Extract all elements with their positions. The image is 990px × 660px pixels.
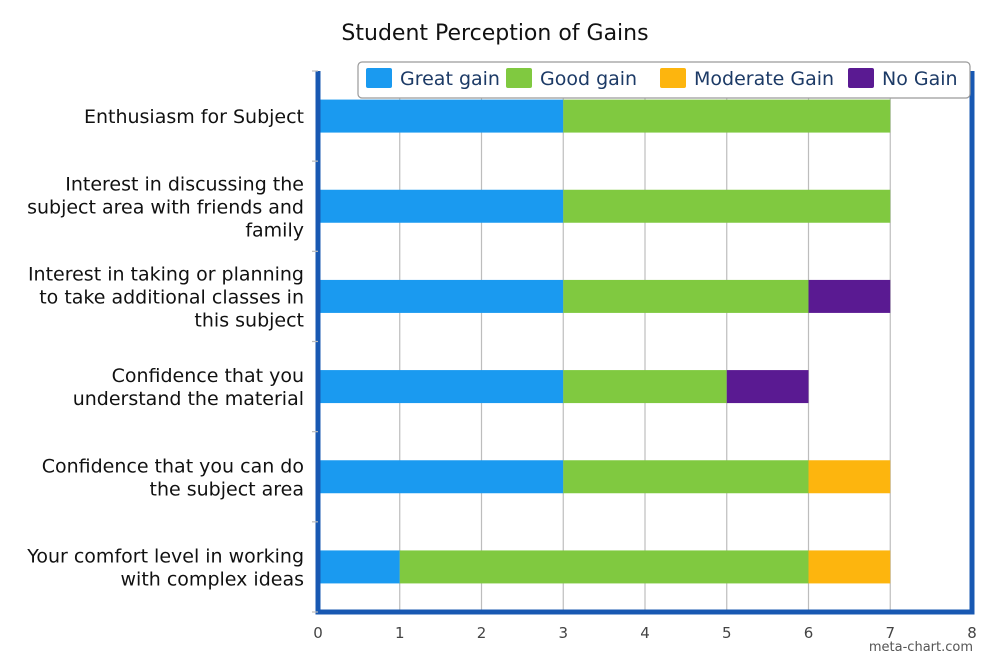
x-tick-label: 4 — [640, 624, 650, 642]
bar-good-gain — [563, 189, 891, 223]
category-label-line: Interest in taking or planning — [28, 263, 304, 285]
category-label-line: Your comfort level in working — [26, 545, 304, 567]
category-label-line: Confidence that you can do — [42, 455, 304, 477]
legend-label: Good gain — [540, 68, 637, 90]
x-tick-label: 6 — [804, 624, 814, 642]
bar-great-gain — [318, 279, 564, 313]
bar-moderate-gain — [808, 460, 891, 494]
category-label: Your comfort level in working with comple… — [26, 545, 304, 590]
category-label-line: with complex ideas — [121, 568, 304, 590]
category-label: Enthusiasm for Subject — [84, 106, 304, 128]
bar-no-gain — [726, 370, 809, 404]
bar-great-gain — [318, 189, 564, 223]
x-tick-label: 5 — [722, 624, 732, 642]
category-labels: Enthusiasm for Subject Interest in discus… — [26, 106, 304, 590]
bar-no-gain — [808, 279, 891, 313]
x-tick-label: 7 — [885, 624, 895, 642]
watermark: meta-chart.com — [869, 640, 973, 655]
bars — [318, 99, 891, 584]
x-tick-label: 0 — [313, 624, 323, 642]
legend-label: No Gain — [882, 68, 958, 90]
category-label-line: subject area with friends and — [27, 196, 304, 218]
legend-label: Moderate Gain — [694, 68, 834, 90]
bar-great-gain — [318, 550, 400, 584]
bar-good-gain — [563, 279, 809, 313]
x-axis-ticks: 0 1 2 3 4 5 6 7 8 — [313, 624, 977, 642]
bar-great-gain — [318, 460, 564, 494]
bar-great-gain — [318, 370, 564, 404]
bar-good-gain — [563, 370, 727, 404]
category-label-line: understand the material — [73, 388, 304, 410]
category-label-line: family — [245, 219, 304, 241]
legend-label: Great gain — [400, 68, 500, 90]
bar-good-gain — [399, 550, 809, 584]
x-tick-label: 1 — [395, 624, 405, 642]
x-tick-label: 8 — [967, 624, 977, 642]
x-tick-label: 2 — [477, 624, 487, 642]
category-label-line: the subject area — [150, 478, 305, 500]
legend: Great gain Good gain Moderate Gain No Gain — [357, 61, 971, 99]
category-label: Interest in taking or planning to take ad… — [28, 263, 304, 331]
plot-frame — [312, 70, 975, 615]
grid-lines — [399, 71, 891, 612]
category-label-line: Interest in discussing the — [65, 173, 304, 195]
category-label: Confidence that you understand the materi… — [73, 365, 304, 410]
category-label: Confidence that you can do the subject ar… — [42, 455, 304, 500]
category-label-line: Enthusiasm for Subject — [84, 106, 304, 128]
legend-swatch — [366, 68, 392, 88]
legend-swatch — [660, 68, 686, 88]
chart-title: Student Perception of Gains — [341, 21, 648, 46]
category-label-line: to take additional classes in — [39, 286, 304, 308]
x-tick-label: 3 — [558, 624, 568, 642]
legend-swatch — [848, 68, 874, 88]
bar-moderate-gain — [808, 550, 891, 584]
legend-swatch — [506, 68, 532, 88]
bar-good-gain — [563, 99, 891, 133]
category-label-line: Confidence that you — [112, 365, 304, 387]
bar-great-gain — [318, 99, 564, 133]
category-label-line: this subject — [194, 309, 304, 331]
bar-good-gain — [563, 460, 809, 494]
category-label: Interest in discussing the subject area w… — [27, 173, 304, 241]
